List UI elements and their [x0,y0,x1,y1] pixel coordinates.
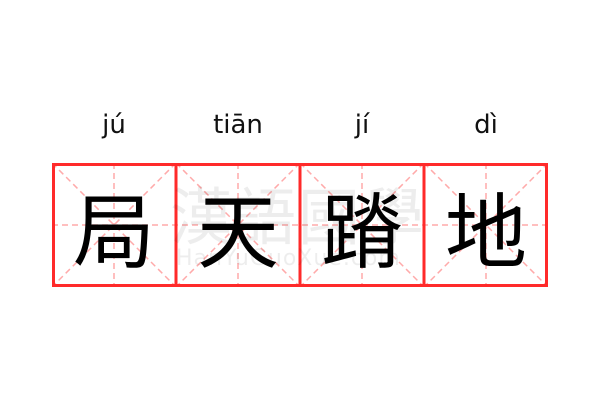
character-4: 地 [444,185,527,281]
character-1: 局 [72,185,155,281]
character-2: 天 [196,185,279,281]
character-grid: 漢語國學 HanYuGuoXue.com 局 天 蹐 地 [52,163,548,287]
pinyin-4: dì [474,110,498,140]
grid-lines [52,163,548,287]
character-3: 蹐 [320,185,403,281]
pinyin-1: jú [102,110,126,140]
pinyin-3: jí [354,110,370,140]
pinyin-2: tiān [213,110,263,140]
